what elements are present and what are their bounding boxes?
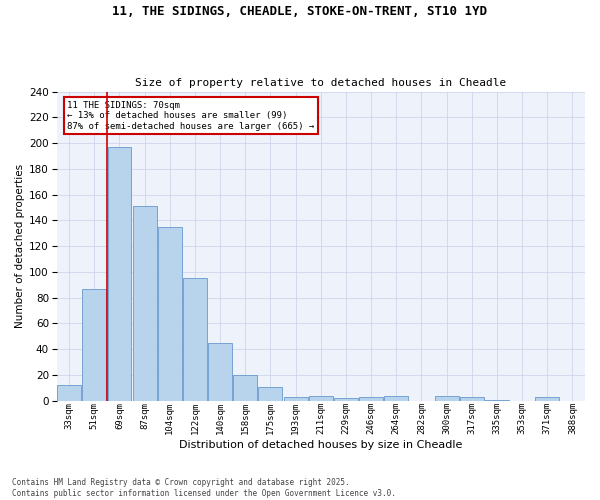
Bar [158, 227, 182, 401]
Y-axis label: Number of detached properties: Number of detached properties [15, 164, 25, 328]
Bar [334, 398, 358, 401]
Bar [460, 397, 484, 401]
Text: 11, THE SIDINGS, CHEADLE, STOKE-ON-TRENT, ST10 1YD: 11, THE SIDINGS, CHEADLE, STOKE-ON-TRENT… [113, 5, 487, 18]
Bar [133, 206, 157, 401]
Bar [233, 375, 257, 401]
Bar [359, 397, 383, 401]
Bar [208, 343, 232, 401]
Bar [82, 288, 106, 401]
Bar [183, 278, 207, 401]
X-axis label: Distribution of detached houses by size in Cheadle: Distribution of detached houses by size … [179, 440, 463, 450]
Text: 11 THE SIDINGS: 70sqm
← 13% of detached houses are smaller (99)
87% of semi-deta: 11 THE SIDINGS: 70sqm ← 13% of detached … [67, 101, 314, 130]
Bar [535, 397, 559, 401]
Bar [107, 147, 131, 401]
Bar [259, 386, 283, 401]
Title: Size of property relative to detached houses in Cheadle: Size of property relative to detached ho… [135, 78, 506, 88]
Bar [309, 396, 333, 401]
Bar [57, 386, 81, 401]
Bar [434, 396, 458, 401]
Text: Contains HM Land Registry data © Crown copyright and database right 2025.
Contai: Contains HM Land Registry data © Crown c… [12, 478, 396, 498]
Bar [385, 396, 408, 401]
Bar [284, 397, 308, 401]
Bar [485, 400, 509, 401]
